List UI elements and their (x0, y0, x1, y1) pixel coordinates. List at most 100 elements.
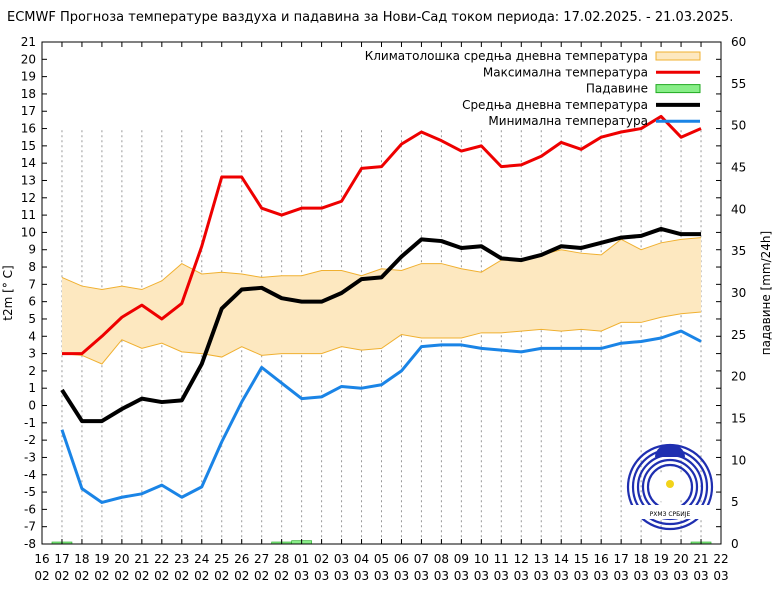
legend-label: Максимална температура (483, 65, 648, 79)
x-tick-month: 02 (114, 569, 129, 583)
y-tick-label: -8 (24, 537, 36, 551)
logo-cloud (655, 444, 685, 457)
y-tick-label: 10 (21, 225, 36, 239)
y-axis-label: t2m [° C] (1, 265, 15, 320)
y-tick-label: 1 (28, 381, 36, 395)
y-tick-label: 18 (21, 87, 36, 101)
x-tick-day: 22 (713, 552, 728, 566)
x-tick-day: 15 (574, 552, 589, 566)
x-tick-month: 03 (454, 569, 469, 583)
x-tick-day: 20 (673, 552, 688, 566)
y-tick-label: 6 (28, 295, 36, 309)
x-tick-day: 16 (34, 552, 49, 566)
rhmz-logo: РХМЗ СРБИЈЕ (624, 443, 716, 531)
x-tick-month: 03 (354, 569, 369, 583)
x-tick-month: 03 (334, 569, 349, 583)
x-tick-month: 03 (614, 569, 629, 583)
x-tick-day: 17 (54, 552, 69, 566)
y2-tick-label: 15 (731, 412, 746, 426)
x-tick-month: 02 (234, 569, 249, 583)
y2-tick-label: 35 (731, 244, 746, 258)
legend: Климатолошка средња дневна температура Ма… (365, 49, 701, 128)
y-tick-label: 17 (21, 104, 36, 118)
x-tick-month: 03 (494, 569, 509, 583)
x-tick-month: 03 (673, 569, 688, 583)
y-tick-label: 0 (28, 399, 36, 413)
x-tick-month: 03 (594, 569, 609, 583)
y2-axis-label: падавине [mm/24h] (759, 231, 773, 355)
x-tick-month: 03 (554, 569, 569, 583)
y-tick-label: 9 (28, 243, 36, 257)
y-tick-label: 8 (28, 260, 36, 274)
x-tick-month: 02 (54, 569, 69, 583)
series-lines (60, 114, 702, 504)
x-tick-day: 22 (154, 552, 169, 566)
x-tick-month: 03 (713, 569, 728, 583)
x-tick-month: 03 (394, 569, 409, 583)
y-tick-label: 11 (21, 208, 36, 222)
y2-tick-label: 10 (731, 453, 746, 467)
y-tick-label: -7 (24, 520, 36, 534)
logo-sun (666, 480, 674, 488)
x-tick-day: 09 (454, 552, 469, 566)
legend-label: Средња дневна температура (462, 98, 648, 112)
x-tick-month: 02 (94, 569, 109, 583)
x-tick-month: 03 (653, 569, 668, 583)
y-tick-label: -4 (24, 468, 36, 482)
climate-band-area (61, 237, 702, 364)
x-tick-day: 18 (633, 552, 648, 566)
y-tick-label: -3 (24, 450, 36, 464)
y-tick-label: 20 (21, 52, 36, 66)
x-tick-month: 03 (574, 569, 589, 583)
y-tick-label: 4 (28, 329, 36, 343)
y-tick-label: 14 (21, 156, 36, 170)
x-tick-day: 14 (554, 552, 569, 566)
climate-band-upper (61, 237, 702, 291)
y2-tick-label: 60 (731, 35, 746, 49)
legend-swatch (655, 51, 701, 61)
series-line (60, 329, 702, 504)
x-tick-month: 02 (214, 569, 229, 583)
x-tick-month: 02 (154, 569, 169, 583)
x-tick-month: 02 (134, 569, 149, 583)
x-tick-day: 19 (653, 552, 668, 566)
x-tick-day: 25 (214, 552, 229, 566)
series-line (60, 226, 702, 424)
axes: -8-7-6-5-4-3-2-1012345678910111213141516… (21, 35, 747, 583)
y-tick-label: 5 (28, 312, 36, 326)
x-tick-day: 13 (534, 552, 549, 566)
y2-tick-label: 55 (731, 77, 746, 91)
legend-label: Минимална температура (488, 114, 648, 128)
x-tick-month: 02 (194, 569, 209, 583)
x-tick-day: 20 (114, 552, 129, 566)
x-tick-day: 24 (194, 552, 209, 566)
y-tick-label: 13 (21, 173, 36, 187)
x-tick-month: 03 (514, 569, 529, 583)
y2-tick-label: 30 (731, 286, 746, 300)
x-tick-day: 02 (314, 552, 329, 566)
x-tick-day: 19 (94, 552, 109, 566)
x-tick-day: 04 (354, 552, 369, 566)
x-tick-month: 02 (34, 569, 49, 583)
y-tick-label: -1 (24, 416, 36, 430)
x-tick-month: 03 (693, 569, 708, 583)
x-tick-month: 03 (314, 569, 329, 583)
x-tick-day: 03 (334, 552, 349, 566)
y-tick-label: 3 (28, 347, 36, 361)
x-tick-day: 05 (374, 552, 389, 566)
series-line (61, 114, 702, 356)
y-tick-label: 2 (28, 364, 36, 378)
x-tick-month: 02 (254, 569, 269, 583)
y2-tick-label: 50 (731, 119, 746, 133)
x-tick-month: 03 (434, 569, 449, 583)
y-tick-label: -6 (24, 502, 36, 516)
y-tick-label: 19 (21, 70, 36, 84)
x-tick-day: 18 (74, 552, 89, 566)
x-tick-month: 03 (294, 569, 309, 583)
y2-tick-label: 5 (731, 495, 739, 509)
y-tick-label: 21 (21, 35, 36, 49)
x-tick-day: 23 (174, 552, 189, 566)
x-tick-month: 03 (374, 569, 389, 583)
legend-label: Падавине (586, 82, 648, 96)
